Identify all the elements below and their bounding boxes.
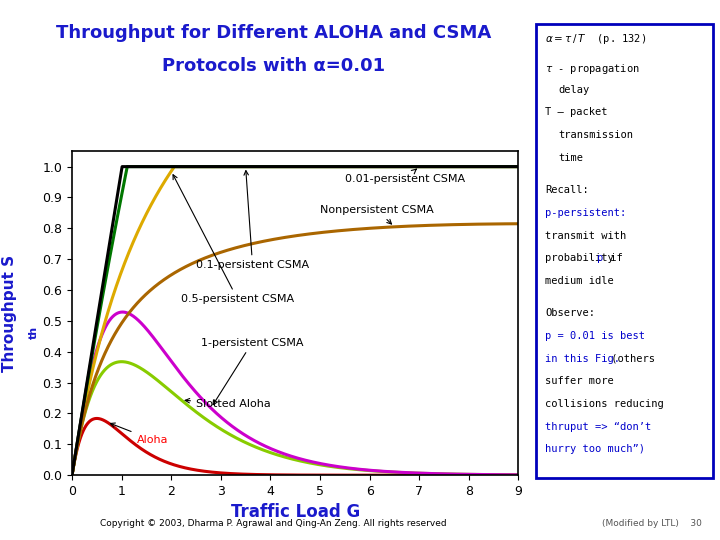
Text: Throughput S: Throughput S [2,255,17,372]
Text: 1-persistent CSMA: 1-persistent CSMA [201,338,303,404]
Text: probability: probability [545,253,620,264]
Text: medium idle: medium idle [545,276,613,286]
Text: Copyright © 2003, Dharma P. Agrawal and Qing-An Zeng. All rights reserved: Copyright © 2003, Dharma P. Agrawal and … [100,519,447,528]
Text: Recall:: Recall: [545,185,589,195]
Text: if: if [604,253,623,264]
Text: Throughput for Different ALOHA and CSMA: Throughput for Different ALOHA and CSMA [56,24,491,42]
Text: $\tau$ - propagation: $\tau$ - propagation [545,62,640,76]
Text: Protocols with α=0.01: Protocols with α=0.01 [162,57,385,75]
Text: 0.1-persistent CSMA: 0.1-persistent CSMA [196,171,309,271]
Text: suffer more: suffer more [545,376,613,387]
Text: Observe:: Observe: [545,308,595,319]
Text: transmit with: transmit with [545,231,626,241]
Text: 0.01-persistent CSMA: 0.01-persistent CSMA [345,169,465,184]
Text: transmission: transmission [558,130,633,140]
Text: th: th [29,326,39,339]
Text: (Modified by LTL)    30: (Modified by LTL) 30 [602,519,702,528]
Text: (others: (others [605,354,654,364]
Text: delay: delay [558,85,589,95]
Text: Aloha: Aloha [110,423,168,445]
Text: 0.5-persistent CSMA: 0.5-persistent CSMA [173,175,294,305]
Text: T – packet: T – packet [545,107,608,118]
Text: collisions reducing: collisions reducing [545,399,664,409]
Text: thruput => “don’t: thruput => “don’t [545,422,652,432]
X-axis label: Traffic Load G: Traffic Load G [230,503,360,522]
Text: p-persistent:: p-persistent: [545,208,626,218]
Text: Nonpersistent CSMA: Nonpersistent CSMA [320,205,433,224]
Text: p = 0.01 is best: p = 0.01 is best [545,331,645,341]
Text: $\alpha = \tau\,/\,T$  (p. 132): $\alpha = \tau\,/\,T$ (p. 132) [545,32,647,46]
Text: p: p [597,253,603,264]
Text: hurry too much”): hurry too much”) [545,444,645,455]
Text: Slotted Aloha: Slotted Aloha [185,399,271,409]
Text: in this Fig.: in this Fig. [545,354,620,364]
Text: time: time [558,153,583,163]
